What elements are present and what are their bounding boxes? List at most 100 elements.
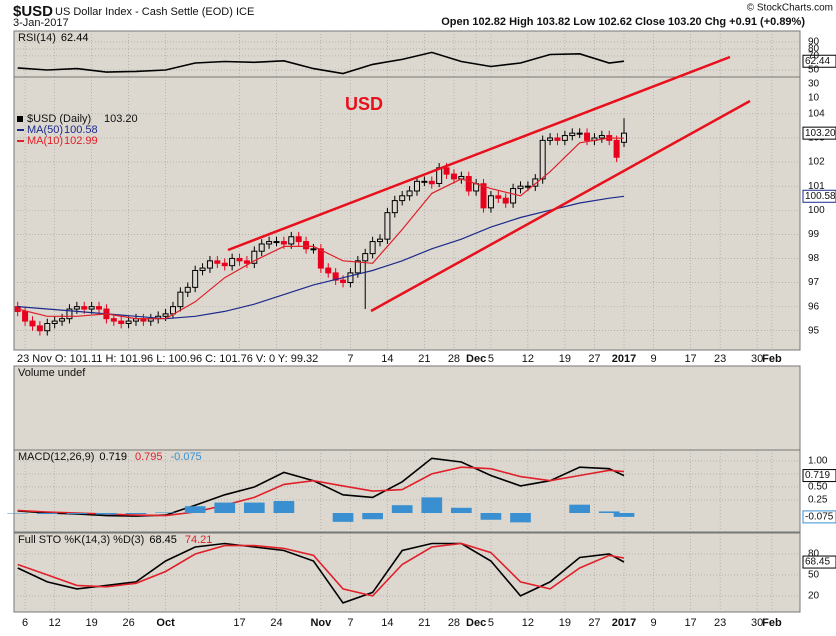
candle-body	[206, 260, 213, 269]
candle-body	[169, 306, 176, 315]
candle-body	[29, 320, 36, 327]
rsi-panel	[13, 30, 801, 78]
candle-body	[576, 132, 583, 135]
candle-body	[125, 320, 132, 324]
indicator-line	[17, 51, 625, 75]
sto-panel	[13, 532, 801, 613]
x-tick-label: 19	[86, 617, 98, 629]
panel-value: 0.719	[99, 451, 127, 463]
y-tick-label: 1.00	[808, 456, 828, 467]
candle-body	[532, 178, 539, 187]
histogram-bar	[243, 502, 265, 513]
x-tick-label: Nov	[310, 617, 332, 629]
candle-body	[266, 241, 273, 245]
x-tick-label: 30	[751, 353, 763, 365]
candle-body	[502, 197, 509, 204]
indicator-line	[17, 542, 625, 597]
x-tick-label: 19	[559, 617, 571, 629]
histogram-bar	[569, 504, 591, 513]
histogram-bar	[36, 512, 58, 515]
value-box-label: 100.58	[805, 191, 836, 202]
panel-title: RSI(14)	[18, 32, 56, 44]
y-tick-label: 20	[808, 591, 820, 602]
x-tick-label: 17	[684, 617, 696, 629]
candle-body	[280, 241, 287, 245]
x-tick-label: Dec	[466, 617, 486, 629]
value-box-label: 0.719	[805, 470, 830, 481]
x-tick-label: 9	[651, 353, 657, 365]
macd-panel	[13, 449, 801, 533]
panel-value: 62.44	[61, 32, 89, 44]
candle-body	[480, 183, 487, 209]
volume-panel	[13, 365, 801, 451]
legend-value: 100.58	[64, 124, 98, 136]
candle-body	[317, 248, 324, 269]
y-tick-label: 30	[808, 79, 820, 90]
candle-body	[369, 241, 376, 255]
x-tick-label: 27	[588, 353, 600, 365]
candle-body	[377, 238, 384, 243]
x-tick-label: 27	[588, 617, 600, 629]
value-box-label: 103.20	[805, 128, 836, 139]
candle-body	[251, 250, 258, 264]
candle-body	[524, 185, 531, 188]
x-tick-label: 7	[347, 617, 353, 629]
candle-body	[22, 310, 29, 322]
x-tick-label: 5	[488, 617, 494, 629]
y-tick-label: 10	[808, 93, 820, 104]
histogram-bar	[155, 512, 176, 513]
y-tick-label: 50	[808, 570, 820, 581]
y-tick-label: 90	[808, 37, 820, 48]
histogram-bar	[391, 505, 413, 513]
title: US Dollar Index - Cash Settle (EOD) ICE	[55, 6, 254, 18]
candle-body	[118, 320, 125, 324]
candle-body	[495, 195, 502, 199]
y-tick-label: 0.50	[808, 482, 828, 493]
date: 3-Jan-2017	[13, 17, 69, 29]
candle-body	[487, 195, 494, 209]
panel-title: Full STO %K(14,3) %D(3)	[18, 534, 144, 546]
candle-body	[421, 180, 428, 183]
candle-body	[184, 286, 191, 293]
indicator-line	[17, 466, 625, 517]
value-box-label: 68.45	[805, 557, 830, 568]
candle-body	[162, 313, 169, 317]
y-tick-label: 96	[808, 301, 820, 312]
x-tick-label: 21	[418, 617, 430, 629]
value-box-label: -0.075	[805, 512, 834, 523]
price-panel	[13, 76, 801, 351]
candle-body	[428, 180, 435, 185]
x-tick-label: Dec	[466, 353, 486, 365]
symbol: $USD	[13, 3, 53, 20]
candle-body	[413, 180, 420, 192]
y-tick-label: 50	[808, 65, 820, 76]
candle-body	[59, 318, 66, 322]
x-tick-label: 2017	[612, 617, 636, 629]
legend-label: $USD (Daily)	[27, 113, 91, 125]
x-tick-label: 14	[381, 353, 393, 365]
candle-body	[81, 306, 88, 310]
x-tick-label: 12	[522, 617, 534, 629]
rsi-plot: RSI(14) 62.44 62.44	[14, 31, 836, 77]
histogram-bar	[450, 507, 472, 513]
y-tick-label: 104	[808, 109, 825, 120]
histogram-bar	[66, 512, 88, 515]
x-tick-label: 30	[751, 617, 763, 629]
candle-body	[554, 137, 561, 141]
candle-body	[96, 306, 103, 310]
x-tick-label: 24	[270, 617, 282, 629]
ma-line	[17, 195, 625, 320]
x-tick-label: 12	[522, 353, 534, 365]
histogram-bar	[332, 512, 354, 522]
y-tick-label: 102	[808, 157, 825, 168]
histogram-bar	[480, 512, 502, 520]
candle-body	[36, 325, 43, 332]
candle-body	[273, 241, 280, 244]
panel-value: 74.21	[185, 534, 213, 546]
lower-trend-line	[370, 99, 751, 313]
candle-body	[229, 257, 236, 267]
x-tick-label: 7	[347, 353, 353, 365]
y-tick-label: 80	[808, 549, 820, 560]
x-tick-label: Oct	[156, 617, 175, 629]
candle-body	[177, 291, 184, 308]
